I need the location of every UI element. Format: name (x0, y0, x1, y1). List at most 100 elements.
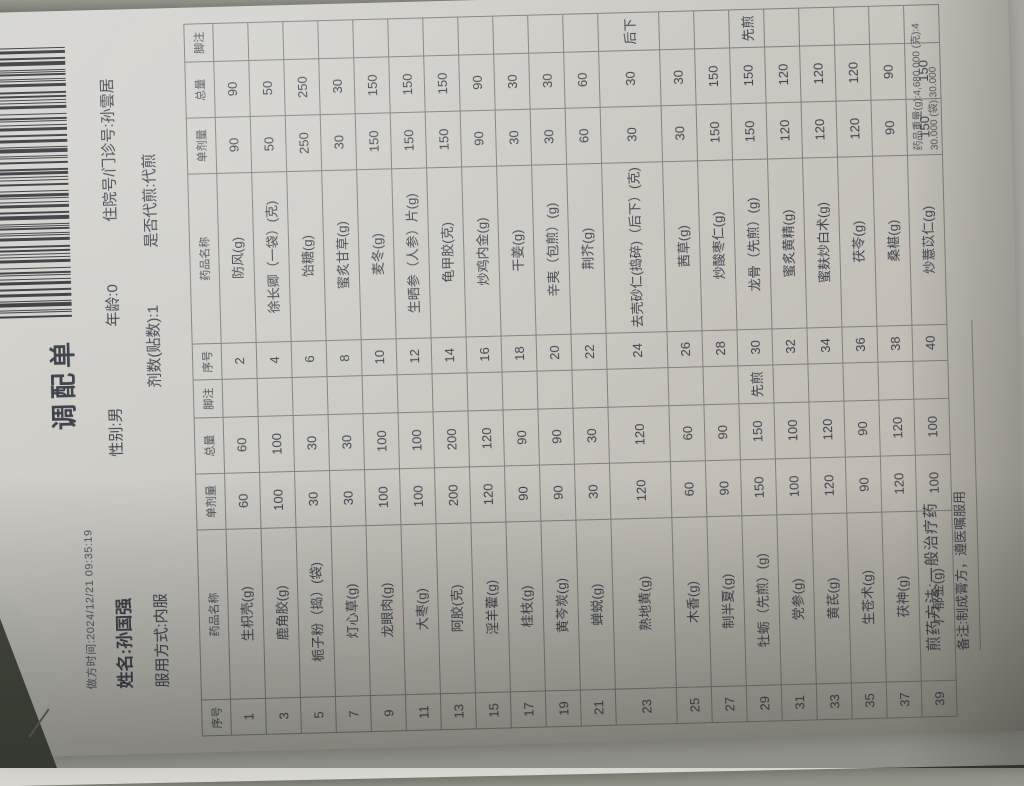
seq-cell: 21 (580, 689, 617, 727)
seq-cell: 32 (771, 328, 808, 365)
seq-cell: 22 (571, 333, 607, 371)
dose-cell: 120 (609, 461, 672, 520)
dose-cell: 30 (600, 105, 663, 164)
total-cell: 120 (834, 44, 872, 102)
name-cell: 茯神(g) (881, 511, 922, 683)
total-cell: 150 (353, 56, 391, 114)
note-cell (868, 5, 905, 45)
medicine-table: 序号 药品名称 单剂量 总量 脚注 序号 药品名称 单剂量 总量 脚注 1 生枳壳… (183, 4, 958, 737)
total-cell: 90 (213, 60, 251, 118)
name-cell: 龙骨（先煎）(g) (732, 158, 772, 330)
note-cell (527, 14, 564, 54)
total-cell: 60 (668, 404, 706, 462)
name-cell: 党参(g) (776, 513, 817, 685)
total-cell: 60 (563, 51, 601, 109)
dose-cell: 150 (390, 111, 427, 169)
col-note: 脚注 (183, 23, 214, 63)
name-cell: 饴糖(g) (286, 170, 327, 342)
note-cell (362, 374, 399, 414)
note-cell (606, 367, 669, 408)
patient-info-line: 姓名:孙国强 性别:男 年龄:0 住院号/门诊号:孙雲居 (94, 29, 136, 689)
dose-cell: 30 (329, 469, 366, 527)
total-cell: 120 (799, 45, 837, 103)
dose-cell: 150 (696, 103, 733, 161)
dose-cell: 150 (425, 111, 462, 168)
dose-cell: 90 (504, 465, 541, 522)
total-cell: 200 (433, 410, 470, 468)
dose-cell: 90 (705, 459, 742, 517)
seq-cell: 14 (431, 336, 468, 374)
prescription-timestamp: 做方时间:2024/12/21 09:35:19 (82, 529, 99, 690)
name-cell: 桂枝(g) (505, 521, 546, 692)
name-cell: 去壳砂仁(捣碎)（后下）(克) (601, 161, 668, 334)
dose-cell: 50 (250, 115, 287, 173)
note-cell (798, 7, 835, 47)
seq-cell: 30 (736, 328, 773, 366)
seq-cell: 3 (265, 697, 302, 735)
dose-cell: 30 (574, 463, 611, 521)
total-cell: 50 (248, 59, 286, 117)
note-cell (247, 21, 284, 61)
seq-cell: 10 (361, 338, 398, 376)
name-cell: 灯心草(g) (330, 525, 371, 697)
dose-cell: 120 (810, 457, 847, 514)
total-cell: 150 (423, 55, 461, 112)
name-cell: 炒酸枣仁(g) (697, 159, 737, 331)
seq-cell: 25 (676, 686, 713, 724)
seq-cell: 26 (667, 330, 703, 368)
total-cell: 30 (493, 53, 531, 111)
seq-cell: 33 (816, 682, 853, 720)
note-cell (467, 372, 503, 411)
dose-cell: 100 (399, 467, 436, 525)
total-cell: 120 (808, 401, 846, 458)
total-cell: 100 (363, 412, 400, 470)
note-cell (257, 377, 294, 417)
dose-cell: 120 (836, 100, 873, 158)
note-cell (422, 17, 459, 56)
total-cell: 120 (468, 410, 505, 467)
total-cell: 90 (869, 43, 907, 101)
seq-cell: 4 (256, 341, 293, 379)
name-cell: 黄芪(g) (811, 513, 852, 684)
page-title: 调配单 (47, 336, 80, 431)
total-cell: 30 (528, 52, 566, 110)
total-cell: 90 (843, 400, 881, 458)
note-cell (457, 16, 494, 56)
seq-cell: 15 (475, 691, 512, 729)
patient-gender: 性别:男 (107, 407, 126, 457)
dose-cell: 30 (320, 113, 357, 171)
seq-cell: 9 (370, 694, 407, 732)
total-cell: 90 (458, 54, 496, 112)
seq-cell: 11 (405, 693, 442, 731)
dose-cell: 120 (801, 101, 838, 159)
col-dose: 单剂量 (195, 473, 227, 531)
note-cell (807, 363, 844, 402)
note-cell (492, 15, 529, 55)
dose-cell: 100 (364, 468, 401, 526)
dose-cell: 90 (215, 116, 252, 174)
dose-cell: 90 (460, 110, 497, 167)
dose-cell: 60 (224, 472, 262, 530)
seq-cell: 13 (440, 692, 477, 730)
dose-cell: 250 (285, 114, 322, 172)
name-cell: 黄芩炭(g) (540, 520, 581, 691)
dose-cell: 30 (294, 470, 331, 528)
name-cell: 防风(g) (216, 172, 257, 344)
seq-cell: 31 (781, 683, 818, 721)
dose-cell: 100 (775, 457, 812, 515)
seq-cell: 17 (510, 690, 547, 728)
name-cell: 干姜(g) (496, 165, 537, 337)
total-cell: 120 (878, 399, 916, 457)
total-cell: 100 (398, 411, 435, 469)
name-cell: 蜜麸炒白术(g) (802, 157, 842, 329)
name-cell: 桑椹(g) (872, 155, 912, 327)
weight-totals-line2: 30.000 (袋):30.000 (927, 66, 941, 151)
dose-count: 剂数(贴数):1 (144, 304, 164, 388)
seq-cell: 39 (921, 680, 958, 718)
col-note: 脚注 (193, 379, 224, 419)
note-cell (667, 366, 704, 406)
note-cell (282, 20, 319, 60)
name-cell: 荆芥(g) (566, 163, 607, 335)
dose-cell: 60 (565, 107, 602, 165)
name-cell: 蜜炙甘草(g) (321, 169, 362, 341)
